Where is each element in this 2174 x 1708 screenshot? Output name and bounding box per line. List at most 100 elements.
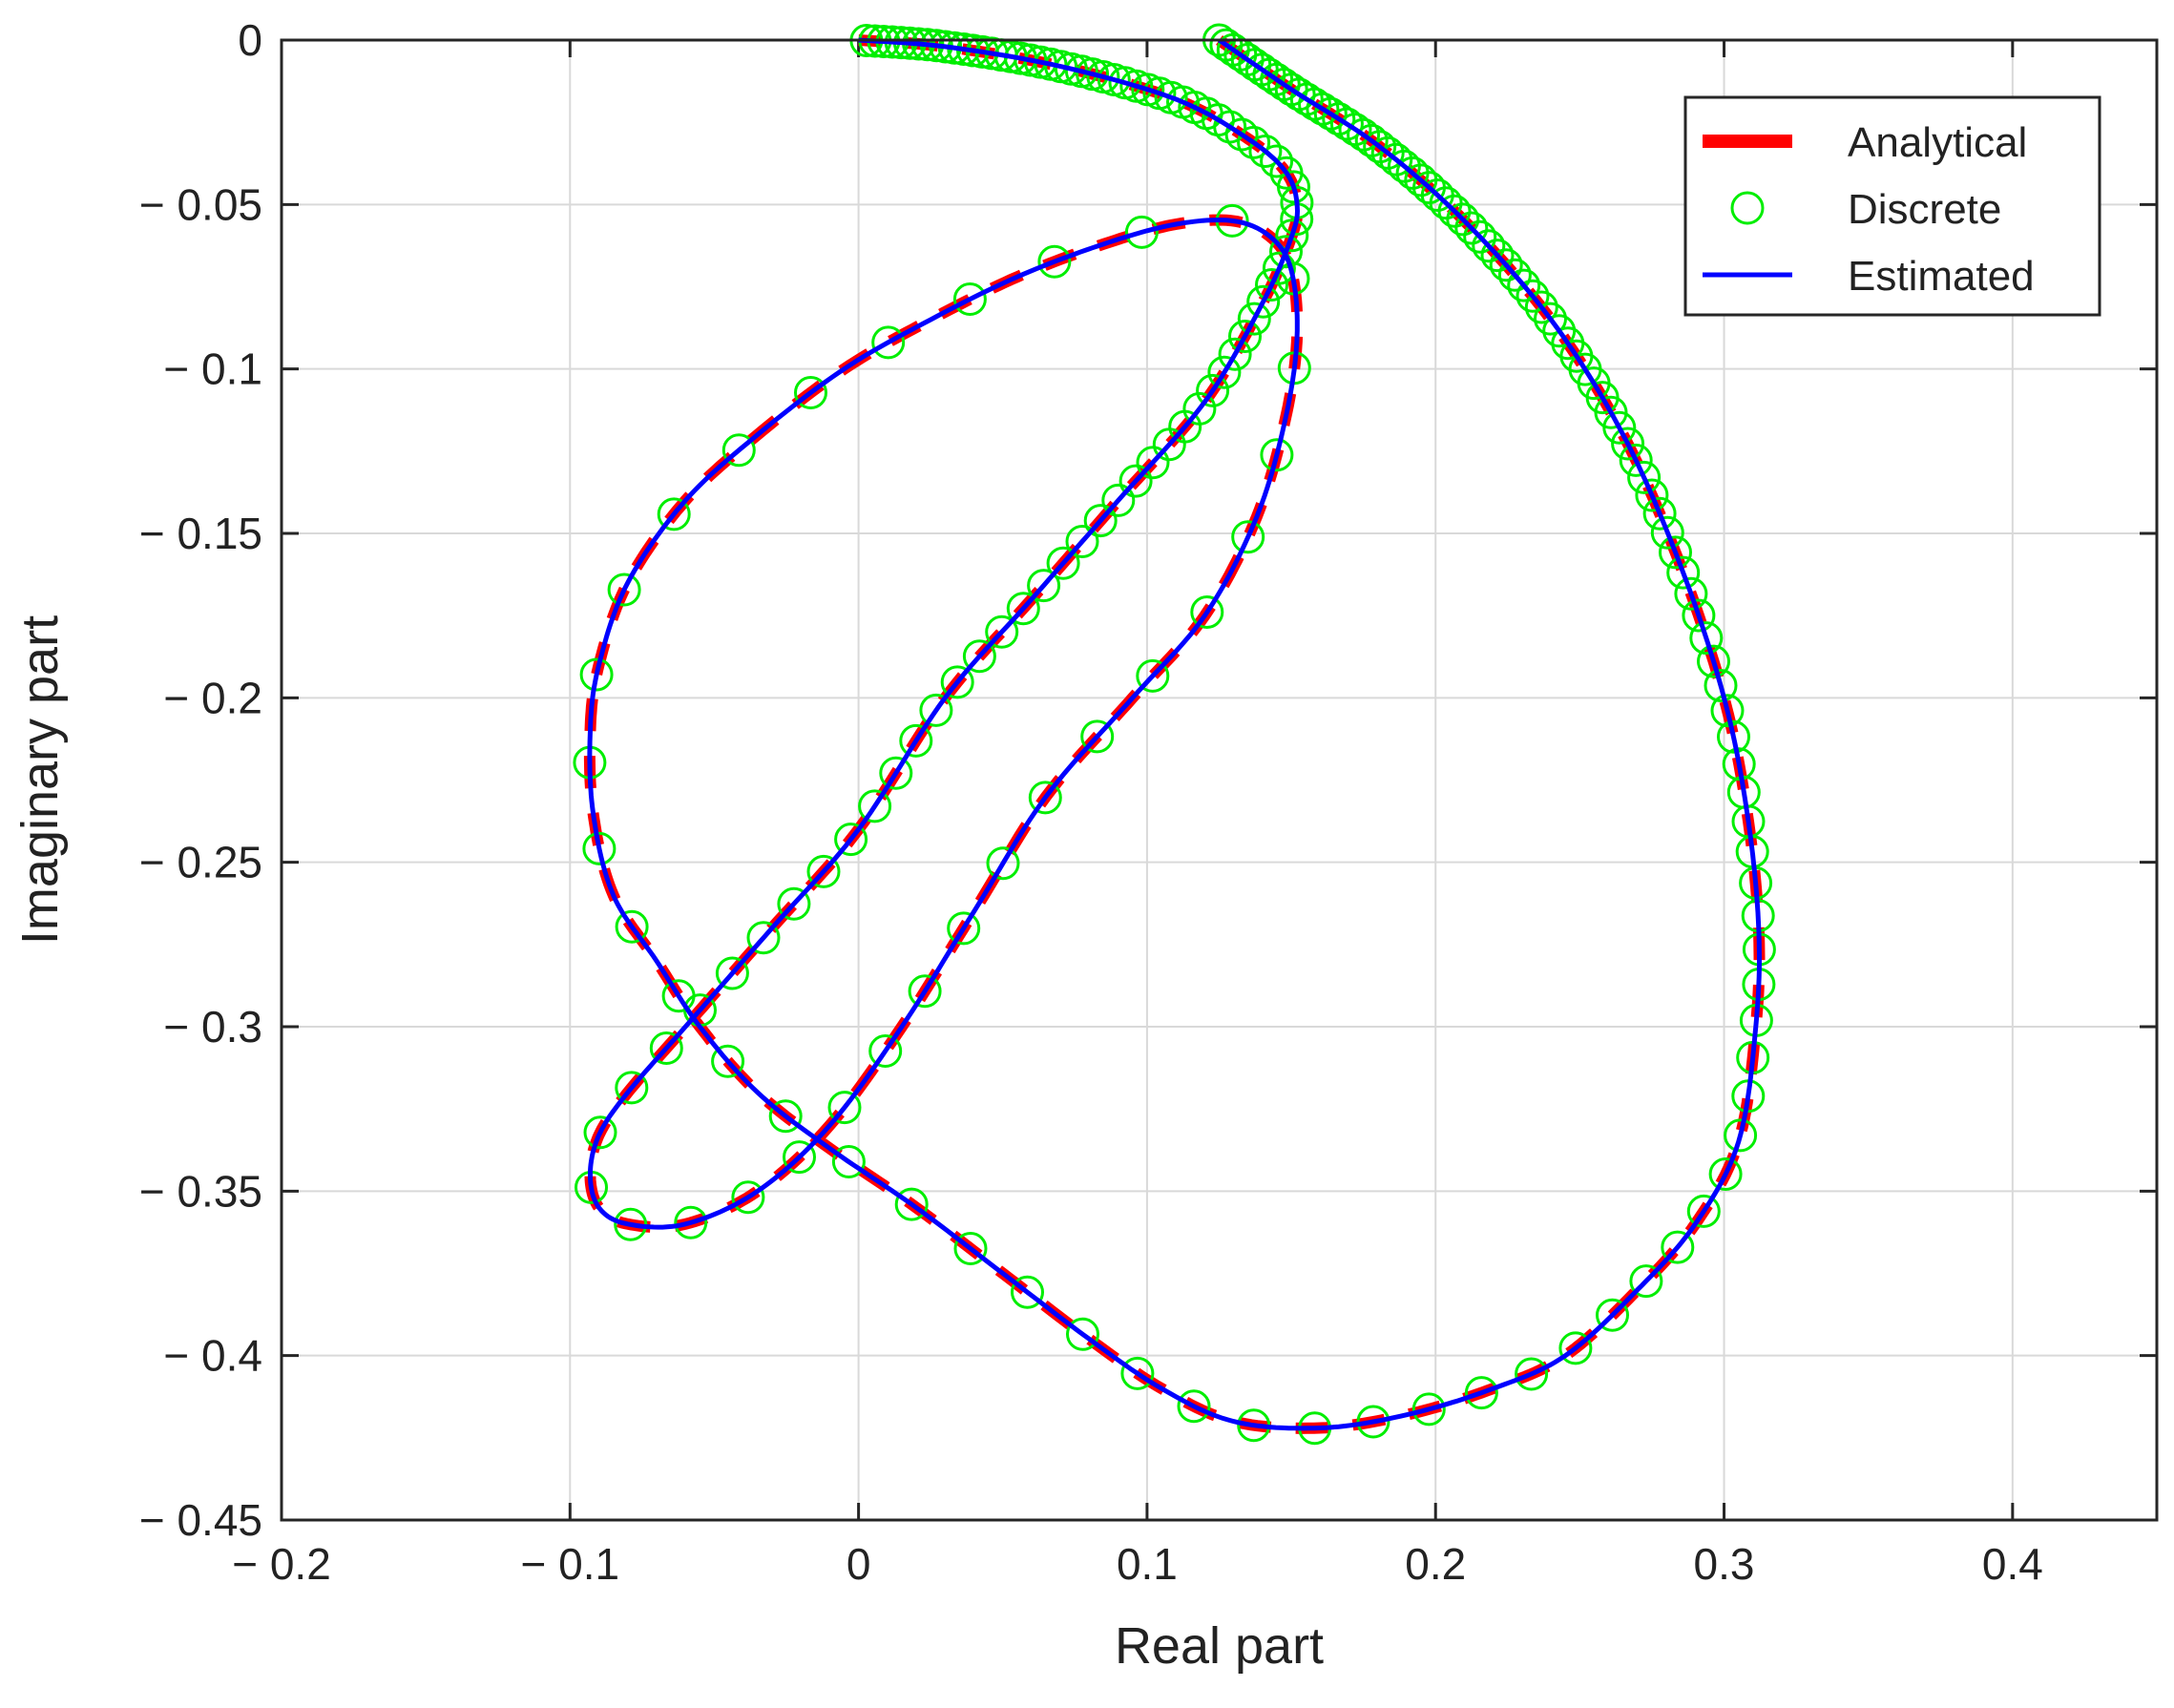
discrete-point — [1190, 595, 1224, 629]
discrete-point — [794, 376, 827, 409]
discrete-point — [1260, 438, 1294, 472]
y-tick-label: − 0.4 — [163, 1331, 262, 1381]
discrete-point — [1661, 1230, 1695, 1264]
discrete-point — [1619, 443, 1653, 477]
discrete-point — [1011, 1275, 1044, 1309]
discrete-point — [1065, 525, 1099, 558]
discrete-point — [1136, 658, 1170, 693]
discrete-point — [868, 1034, 903, 1068]
y-tick-label: 0 — [238, 15, 262, 65]
legend-label: Discrete — [1848, 186, 2001, 233]
x-tick-label: 0.1 — [1117, 1539, 1178, 1589]
discrete-point — [1635, 478, 1669, 512]
discrete-point — [1611, 427, 1645, 461]
discrete-point — [1306, 92, 1340, 126]
y-tick-label: − 0.35 — [139, 1166, 262, 1216]
x-tick-label: 0.2 — [1405, 1539, 1466, 1589]
discrete-point — [1710, 694, 1745, 728]
legend-label: Analytical — [1848, 119, 2027, 166]
discrete-point — [1596, 1298, 1629, 1332]
discrete-point — [777, 886, 811, 921]
axis-ticks — [280, 38, 2157, 1522]
discrete-point — [1437, 194, 1472, 228]
discrete-point — [827, 1091, 862, 1125]
discrete-point — [649, 1031, 683, 1065]
discrete-point — [919, 693, 953, 727]
y-tick-label: − 0.25 — [139, 838, 262, 887]
discrete-point — [1262, 251, 1296, 285]
discrete-point — [1313, 96, 1348, 131]
discrete-point — [1231, 520, 1265, 554]
discrete-point — [986, 846, 1020, 881]
discrete-point — [1136, 446, 1170, 480]
discrete-point — [940, 665, 974, 699]
discrete-point — [985, 614, 1019, 649]
discrete-point — [953, 1232, 988, 1265]
discrete-point — [657, 497, 691, 531]
legend-box — [1683, 95, 2101, 317]
discrete-point — [1356, 1405, 1390, 1439]
discrete-point — [1118, 464, 1153, 498]
discrete-point — [783, 1140, 816, 1175]
discrete-point — [768, 1099, 803, 1134]
series-layer — [573, 23, 1776, 1446]
legend-label: Estimated — [1848, 253, 2035, 300]
y-axis-label: Imaginary part — [11, 615, 69, 945]
discrete-point — [1237, 302, 1271, 336]
discrete-point — [1275, 219, 1309, 253]
discrete-point — [1515, 1357, 1549, 1391]
discrete-point — [1298, 87, 1331, 121]
discrete-point — [1659, 535, 1692, 570]
discrete-point — [579, 657, 614, 692]
discrete-point — [858, 789, 892, 823]
discrete-point — [1627, 460, 1662, 494]
discrete-point — [711, 1044, 745, 1078]
discrete-point — [1411, 1392, 1446, 1427]
discrete-point — [1602, 410, 1637, 445]
discrete-point — [1037, 244, 1072, 279]
x-tick-label: − 0.1 — [521, 1539, 620, 1589]
discrete-point — [962, 639, 996, 674]
discrete-point — [1724, 1118, 1758, 1153]
discrete-point — [1446, 202, 1480, 237]
discrete-point — [1101, 483, 1136, 517]
discrete-point — [582, 831, 617, 865]
discrete-point — [1480, 239, 1515, 273]
discrete-point — [1246, 284, 1281, 319]
discrete-point — [1697, 644, 1730, 678]
discrete-point — [1338, 113, 1372, 147]
discrete-point — [721, 433, 756, 468]
discrete-point — [899, 723, 933, 758]
discrete-point — [1642, 496, 1677, 531]
discrete-point — [1046, 546, 1080, 580]
discrete-point — [1228, 320, 1262, 353]
discrete-point — [806, 854, 841, 888]
discrete-point — [1497, 258, 1532, 292]
discrete-point — [1629, 1264, 1663, 1299]
discrete-point — [1322, 102, 1356, 136]
y-tick-label: − 0.45 — [139, 1495, 262, 1545]
x-tick-label: 0.4 — [1982, 1539, 2043, 1589]
discrete-point — [1686, 1194, 1721, 1228]
discrete-point — [871, 325, 906, 360]
discrete-point — [831, 1145, 866, 1178]
y-tick-label: − 0.05 — [139, 179, 262, 229]
x-axis-label: Real part — [1115, 1617, 1324, 1675]
discrete-point — [952, 282, 987, 316]
discrete-point — [1507, 268, 1541, 302]
discrete-point — [615, 1071, 649, 1105]
discrete-point — [1260, 144, 1294, 178]
discrete-point — [1708, 1157, 1743, 1191]
legend-swatch-discrete — [1730, 191, 1765, 225]
discrete-point — [1177, 1389, 1211, 1424]
discrete-point — [1027, 569, 1061, 603]
discrete-point — [947, 911, 981, 946]
discrete-point — [1248, 135, 1283, 168]
discrete-point — [908, 974, 942, 1009]
discrete-point — [1682, 598, 1716, 633]
discrete-point — [583, 1115, 617, 1150]
discrete-point — [1463, 219, 1497, 254]
discrete-point — [1083, 504, 1118, 538]
discrete-point — [1124, 215, 1159, 249]
